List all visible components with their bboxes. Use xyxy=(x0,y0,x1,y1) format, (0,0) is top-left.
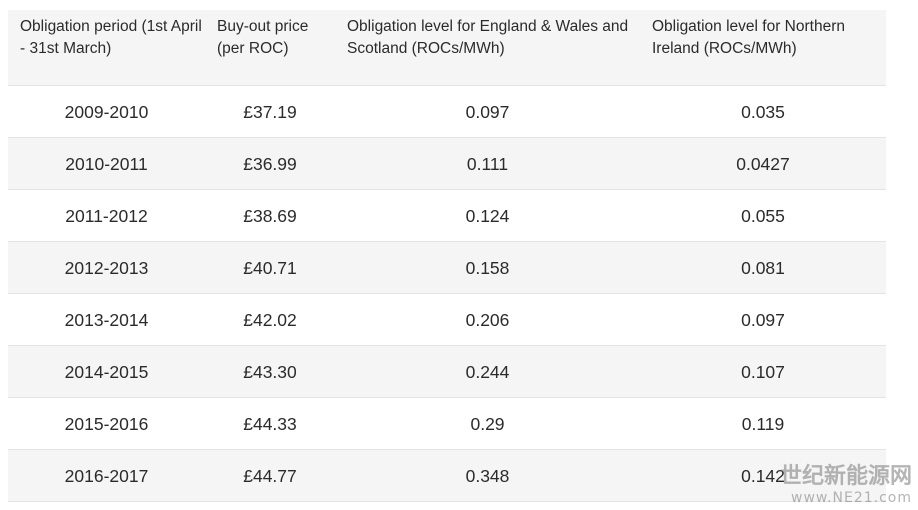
table-cell: 0.081 xyxy=(741,258,785,278)
table-cell: 2012-2013 xyxy=(64,258,149,278)
watermark: 世纪新能源网 www.NE21.com xyxy=(780,458,912,506)
table-cell: 0.097 xyxy=(465,102,510,122)
table-cell: 0.142 xyxy=(741,466,785,486)
header-cell: Obligation level for Northern Ireland (R… xyxy=(652,18,845,57)
table-cell: 2014-2015 xyxy=(64,362,149,382)
table-header: Obligation period (1st April - 31st Marc… xyxy=(8,10,886,86)
table-row: 2013-2014 £42.02 0.206 0.097 xyxy=(8,294,886,346)
header-cell: Obligation period (1st April - 31st Marc… xyxy=(20,18,202,57)
table-cell: 0.29 xyxy=(470,414,505,434)
table-cell: 0.035 xyxy=(741,102,785,122)
table-cell: 2013-2014 xyxy=(64,310,149,330)
table-cell: 0.244 xyxy=(465,362,510,382)
table-cell: £38.69 xyxy=(243,206,297,226)
table-cell: 0.158 xyxy=(465,258,510,278)
watermark-name: 世纪新能源网 xyxy=(779,464,912,489)
table-cell: £40.71 xyxy=(243,258,297,278)
watermark-url: www.NE21.com xyxy=(791,490,912,506)
header-cell: Obligation level for England & Wales and… xyxy=(347,18,629,57)
table-cell: £43.30 xyxy=(243,362,297,382)
table-cell: 0.0427 xyxy=(736,154,790,174)
table-row: 2014-2015 £43.30 0.244 0.107 xyxy=(8,346,886,398)
table-cell: 2009-2010 xyxy=(64,102,149,122)
table-cell: 0.107 xyxy=(741,362,785,382)
header-cell: Buy-out price (per ROC) xyxy=(217,18,309,57)
table-cell: 0.055 xyxy=(741,206,785,226)
table-cell: £37.19 xyxy=(243,102,297,122)
table-row: 2011-2012 £38.69 0.124 0.055 xyxy=(8,190,886,242)
table-cell: 0.348 xyxy=(465,466,510,486)
table-cell: £42.02 xyxy=(243,310,297,330)
table-row: 2010-2011 £36.99 0.111 0.0427 xyxy=(8,138,886,190)
table-cell: £36.99 xyxy=(243,154,297,174)
table-cell: 0.206 xyxy=(465,310,510,330)
table-row: 2016-2017 £44.77 0.348 0.142 xyxy=(8,450,886,502)
table-cell: 0.119 xyxy=(741,414,785,434)
table-cell: 0.124 xyxy=(465,206,510,226)
table-cell: 0.111 xyxy=(466,154,509,174)
table-cell: £44.33 xyxy=(243,414,297,434)
table-cell: £44.77 xyxy=(243,466,297,486)
table-cell: 2015-2016 xyxy=(64,414,149,434)
table-row: 2009-2010 £37.19 0.097 0.035 xyxy=(8,86,886,138)
table-cell: 0.097 xyxy=(741,310,785,330)
table-cell: 2010-2011 xyxy=(65,154,148,174)
table-row: 2012-2013 £40.71 0.158 0.081 xyxy=(8,242,886,294)
table-cell: 2016-2017 xyxy=(64,466,149,486)
table-row: 2015-2016 £44.33 0.29 0.119 xyxy=(8,398,886,450)
table-cell: 2011-2012 xyxy=(65,206,148,226)
